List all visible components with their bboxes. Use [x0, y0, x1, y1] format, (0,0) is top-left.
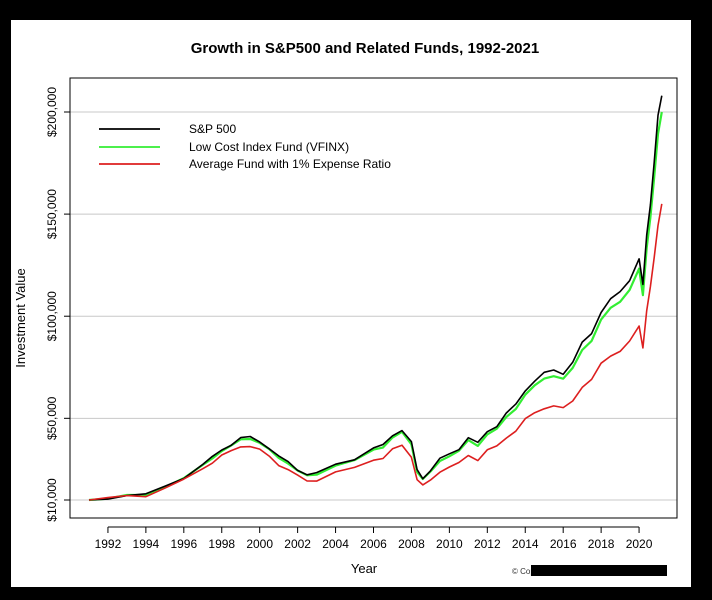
y-tick-label: $50,000: [45, 396, 59, 440]
x-tick-label: 2008: [398, 537, 425, 551]
x-tick-label: 2006: [360, 537, 387, 551]
y-tick-label: $200,000: [45, 87, 59, 137]
legend-label: Average Fund with 1% Expense Ratio: [189, 157, 391, 171]
x-tick-label: 2010: [436, 537, 463, 551]
x-tick-label: 2002: [284, 537, 311, 551]
y-axis: $10,000 $50,000 $100,000 $150,000 $200,000: [45, 87, 70, 522]
plot-area: [69, 77, 678, 519]
y-tick-label: $150,000: [45, 189, 59, 239]
line-chart: Growth in S&P500 and Related Funds, 1992…: [13, 40, 678, 576]
x-tick-label: 1996: [170, 537, 197, 551]
series-lines: [88, 95, 663, 502]
legend-label: S&P 500: [189, 122, 236, 136]
x-axis-title: Year: [351, 561, 378, 576]
y-tick-label: $10,000: [45, 478, 59, 522]
x-tick-label: 2018: [588, 537, 615, 551]
x-tick-label: 2000: [246, 537, 273, 551]
legend-label: Low Cost Index Fund (VFINX): [189, 140, 349, 154]
x-tick-label: 2014: [512, 537, 539, 551]
y-axis-title: Investment Value: [13, 268, 28, 367]
y-tick-label: $100,000: [45, 291, 59, 341]
x-tick-label: 2016: [550, 537, 577, 551]
series-line: [88, 95, 663, 501]
x-tick-label: 2004: [322, 537, 349, 551]
legend: S&P 500 Low Cost Index Fund (VFINX) Averag…: [99, 122, 391, 171]
series-line: [88, 203, 663, 501]
x-tick-label: 2012: [474, 537, 501, 551]
x-tick-label: 1994: [133, 537, 160, 551]
copyright-redaction: [531, 565, 667, 576]
x-tick-label: 1992: [95, 537, 122, 551]
x-axis: 1992 1994 1996 1998 2000 2002 2004 2006 2008 2010…: [95, 526, 653, 551]
chart-frame: Growth in S&P500 and Related Funds, 1992…: [11, 20, 691, 587]
x-tick-label: 2020: [626, 537, 653, 551]
x-tick-label: 1998: [208, 537, 235, 551]
chart-title: Growth in S&P500 and Related Funds, 1992…: [191, 40, 539, 57]
gridlines: [70, 111, 677, 501]
